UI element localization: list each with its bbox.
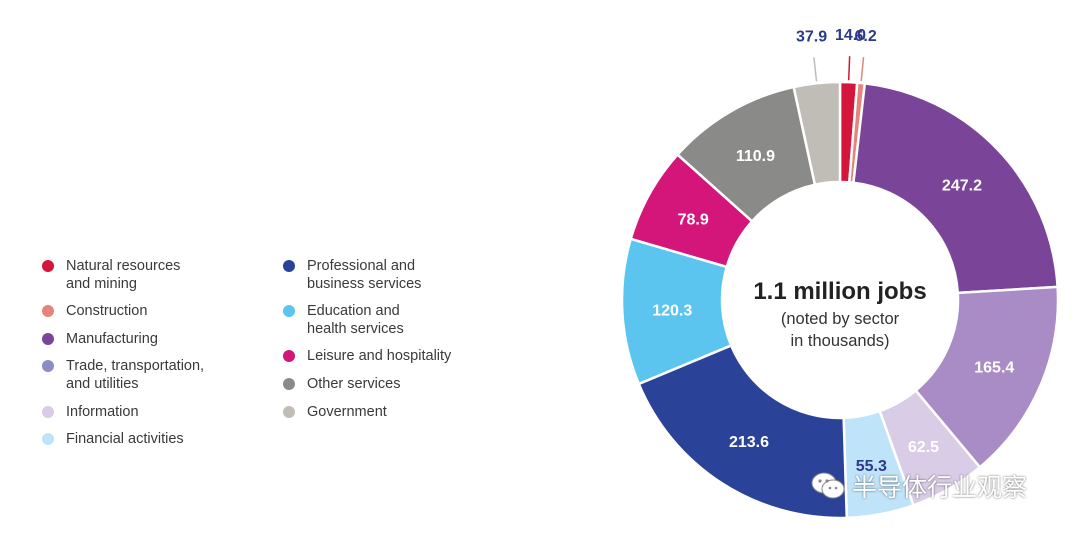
legend-item: Professional and business services: [283, 257, 421, 293]
legend-item: Education and health services: [283, 302, 404, 338]
legend-label: Education and health services: [307, 303, 404, 337]
legend-item: Government: [283, 403, 387, 421]
chart-title: 1.1 million jobs: [753, 278, 926, 305]
leader-line: [847, 56, 851, 81]
legend-item: Manufacturing: [42, 330, 158, 348]
donut-center: 1.1 million jobs (noted by sector in tho…: [753, 278, 926, 350]
legend-swatch: [42, 406, 54, 418]
legend-swatch: [42, 360, 54, 372]
slice-value-label: 165.4: [974, 360, 1014, 377]
donut-slices: [620, 80, 1060, 520]
legend-swatch: [283, 406, 295, 418]
legend-swatch: [42, 260, 54, 272]
watermark: 半导体行业观察: [810, 468, 1027, 504]
legend-item: Information: [42, 403, 139, 421]
legend-label: Trade, transportation, and utilities: [66, 358, 205, 392]
legend-label: Financial activities: [66, 431, 184, 447]
slice-value-label: 62.5: [908, 439, 939, 456]
leader-line: [860, 57, 865, 82]
legend-label: Leisure and hospitality: [307, 348, 452, 364]
chart-subtitle-line-1: (noted by sector: [781, 310, 900, 328]
slice-value-label: 247.2: [942, 177, 982, 194]
legend-swatch: [42, 333, 54, 345]
legend-item: Leisure and hospitality: [283, 347, 451, 365]
legend-label: Information: [66, 404, 139, 420]
donut-slice: [852, 82, 1059, 295]
legend-swatch: [283, 350, 295, 362]
slice-value-label: 213.6: [729, 434, 769, 451]
slice-value-label: 37.9: [796, 29, 827, 46]
legend-item: Other services: [283, 375, 400, 393]
legend-item: Construction: [42, 302, 147, 320]
slice-value-label: 55.3: [856, 458, 887, 475]
legend-label: Natural resources and mining: [66, 258, 181, 292]
legend-swatch: [283, 305, 295, 317]
donut-slice: [792, 80, 842, 187]
slice-value-label: 120.3: [652, 302, 692, 319]
chart-legend: Natural resources and mining Construction…: [42, 257, 451, 448]
legend-swatch: [283, 378, 295, 390]
legend-label: Government: [307, 404, 387, 420]
legend-swatch: [42, 305, 54, 317]
legend-swatch: [42, 433, 54, 445]
legend-label: Other services: [307, 376, 401, 392]
slice-value-label: 78.9: [678, 211, 709, 228]
legend-item: Trade, transportation, and utilities: [42, 357, 204, 393]
slice-labels: 14.06.2 247.2 165.4 62.5 55.3 213.6 120.3 78.9 1…: [652, 27, 1014, 475]
legend-item: Financial activities: [42, 430, 184, 448]
watermark-text: 半导体行业观察: [852, 473, 1028, 502]
legend-swatch: [283, 260, 295, 272]
donut-slice: [637, 343, 849, 520]
leader-line: [813, 57, 818, 82]
slice-value-label: 6.2: [855, 28, 877, 45]
legend-item: Natural resources and mining: [42, 257, 180, 293]
legend-label: Professional and business services: [307, 258, 422, 292]
slice-value-label: 14.0: [835, 27, 866, 44]
legend-label: Manufacturing: [66, 331, 158, 347]
chart-subtitle-line-2: in thousands): [790, 332, 889, 350]
slice-value-label: 110.9: [736, 148, 775, 165]
wechat-icon: [811, 472, 845, 499]
legend-label: Construction: [66, 303, 148, 319]
